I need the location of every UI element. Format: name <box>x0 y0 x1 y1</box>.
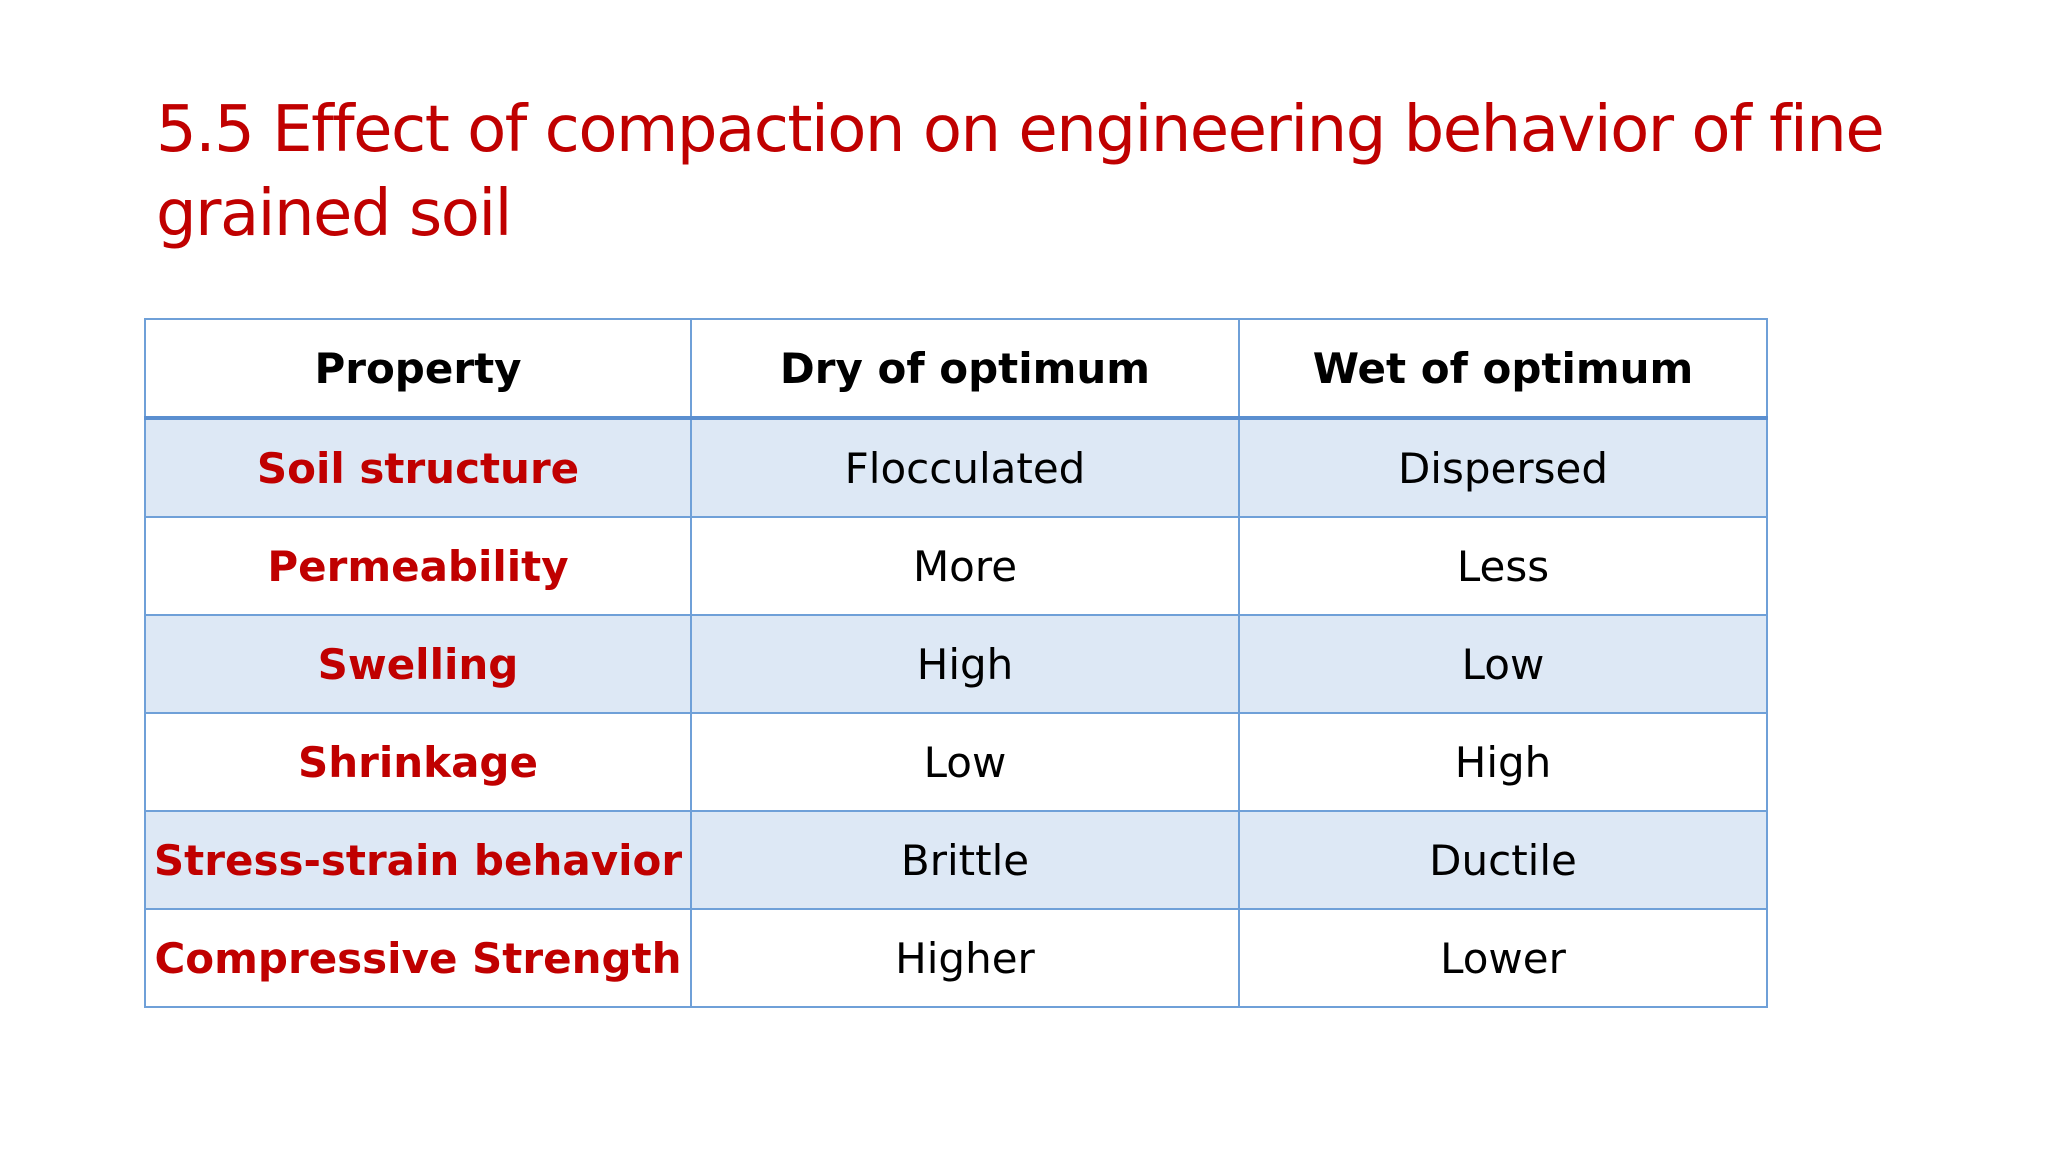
property-cell: Compressive Strength <box>144 908 692 1008</box>
table-row: Swelling High Low <box>144 614 1768 714</box>
value-cell: More <box>690 516 1240 616</box>
value-cell: Lower <box>1238 908 1768 1008</box>
slide-title: 5.5 Effect of compaction on engineering … <box>156 93 1885 251</box>
header-cell: Wet of optimum <box>1238 318 1768 420</box>
comparison-table: Property Dry of optimum Wet of optimum Soi… <box>144 318 1768 1008</box>
value-cell: Dispersed <box>1238 417 1768 518</box>
value-cell: Less <box>1238 516 1768 616</box>
property-cell: Permeability <box>144 516 692 616</box>
table-row: Permeability More Less <box>144 516 1768 616</box>
table-body: Soil structure Flocculated Dispersed Permea… <box>144 417 1768 1008</box>
value-cell: High <box>1238 712 1768 812</box>
header-cell: Property <box>144 318 692 420</box>
table-row: Shrinkage Low High <box>144 712 1768 812</box>
value-cell: Higher <box>690 908 1240 1008</box>
value-cell: Flocculated <box>690 417 1240 518</box>
value-cell: Low <box>690 712 1240 812</box>
table-row: Compressive Strength Higher Lower <box>144 908 1768 1008</box>
value-cell: Low <box>1238 614 1768 714</box>
property-cell: Soil structure <box>144 417 692 518</box>
value-cell: High <box>690 614 1240 714</box>
header-cell: Dry of optimum <box>690 318 1240 420</box>
table-row: Soil structure Flocculated Dispersed <box>144 417 1768 518</box>
property-cell: Shrinkage <box>144 712 692 812</box>
property-cell: Stress-strain behavior <box>144 810 692 910</box>
value-cell: Brittle <box>690 810 1240 910</box>
property-cell: Swelling <box>144 614 692 714</box>
value-cell: Ductile <box>1238 810 1768 910</box>
table-row: Stress-strain behavior Brittle Ductile <box>144 810 1768 910</box>
header-row: Property Dry of optimum Wet of optimum <box>144 318 1768 420</box>
